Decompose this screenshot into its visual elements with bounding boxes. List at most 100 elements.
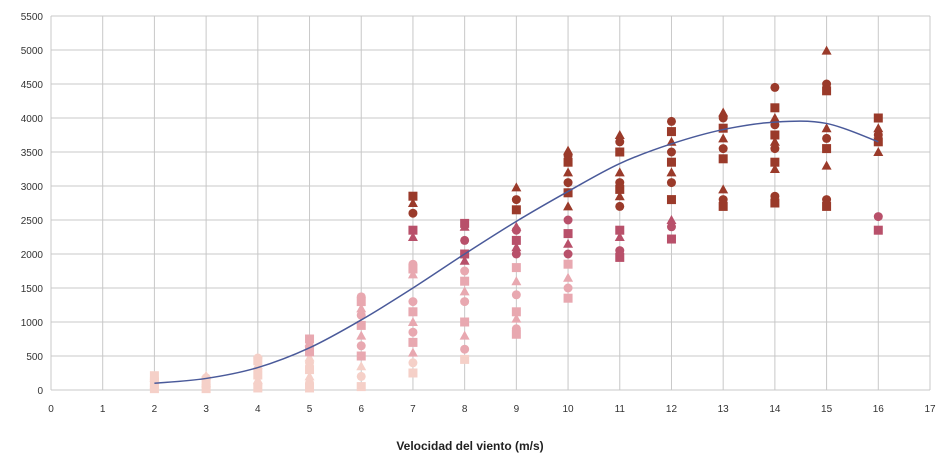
scatter-point [873, 113, 883, 123]
x-tick-label: 3 [203, 404, 209, 415]
scatter-point [511, 242, 522, 252]
y-tick-label: 1500 [21, 284, 44, 295]
y-tick-label: 0 [37, 386, 43, 397]
scatter-point [511, 290, 521, 300]
scatter-points [149, 45, 884, 394]
scatter-point [356, 297, 366, 307]
x-tick-label: 5 [307, 404, 313, 415]
scatter-point [770, 144, 780, 154]
scatter-point [460, 297, 470, 307]
scatter-point [822, 133, 832, 143]
scatter-point [408, 358, 418, 368]
scatter-point [304, 371, 315, 381]
scatter-point [149, 371, 159, 381]
scatter-point [460, 344, 470, 354]
scatter-point [408, 307, 418, 317]
scatter-point [511, 329, 521, 339]
scatter-point [821, 45, 832, 55]
x-axis-title: Velocidad del viento (m/s) [396, 439, 543, 453]
scatter-point [614, 191, 625, 201]
scatter-point [356, 330, 367, 340]
scatter-point [408, 264, 418, 274]
scatter-point [718, 133, 729, 143]
scatter-point [563, 238, 574, 248]
x-tick-label: 1 [100, 404, 106, 415]
scatter-point [822, 201, 832, 211]
scatter-point [821, 123, 832, 133]
scatter-point [563, 157, 573, 167]
y-axis-ticks: 0 500 1000 1500 2000 2500 3000 3500 4000 4500 5000… [21, 12, 44, 397]
scatter-point [407, 347, 418, 357]
x-tick-label: 8 [462, 404, 468, 415]
x-tick-label: 16 [873, 404, 885, 415]
scatter-point [614, 232, 625, 241]
scatter-point [460, 317, 470, 327]
scatter-point [511, 221, 522, 231]
x-tick-label: 14 [769, 404, 781, 415]
scatter-point [511, 182, 522, 192]
scatter-point [666, 215, 677, 224]
scatter-point [822, 195, 832, 205]
scatter-point [407, 198, 418, 207]
y-tick-label: 3500 [21, 148, 44, 159]
scatter-point [408, 368, 418, 378]
scatter-point [253, 370, 263, 380]
y-tick-label: 3000 [21, 182, 44, 193]
scatter-point [511, 324, 521, 334]
scatter-point [770, 82, 780, 92]
scatter-point [615, 178, 625, 188]
scatter-point [666, 222, 676, 232]
y-tick-label: 5000 [21, 46, 44, 57]
scatter-point [563, 229, 573, 239]
scatter-point [563, 188, 573, 198]
scatter-point [615, 137, 625, 147]
scatter-point [666, 234, 676, 244]
scatter-point [511, 235, 521, 245]
x-tick-label: 7 [410, 404, 416, 415]
scatter-point [408, 259, 418, 269]
scatter-point [770, 157, 780, 167]
scatter-point [511, 249, 521, 259]
scatter-point [615, 225, 625, 235]
scatter-point [408, 327, 418, 337]
scatter-point [770, 130, 780, 140]
scatter-point [615, 147, 625, 157]
scatter-point [356, 292, 366, 302]
scatter-point [769, 164, 780, 173]
y-tick-label: 2000 [21, 250, 44, 261]
x-axis-ticks: 0 1 2 3 4 5 6 7 8 9 10 11 12 13 14 15 16 17 [48, 404, 936, 415]
y-tick-label: 5500 [21, 12, 44, 23]
scatter-point [511, 263, 521, 273]
scatter-point [304, 352, 315, 362]
y-tick-label: 4500 [21, 80, 44, 91]
x-tick-label: 17 [924, 404, 936, 415]
scatter-point [873, 225, 883, 235]
y-tick-label: 4000 [21, 114, 44, 125]
scatter-point [305, 378, 315, 388]
scatter-point [408, 297, 418, 307]
scatter-point [408, 208, 418, 218]
scatter-point [822, 144, 832, 154]
scatter-point [666, 116, 676, 126]
scatter-point [615, 201, 625, 211]
scatter-point [822, 79, 832, 89]
scatter-point [821, 160, 832, 170]
scatter-point [769, 113, 780, 122]
scatter-point [356, 320, 366, 330]
scatter-point [305, 365, 315, 375]
scatter-point [615, 184, 625, 194]
scatter-point [407, 269, 418, 279]
scatter-point [407, 317, 418, 326]
scatter-point [718, 195, 728, 205]
scatter-point [356, 351, 366, 361]
scatter-point [563, 293, 573, 303]
x-tick-label: 13 [718, 404, 730, 415]
x-tick-label: 9 [514, 404, 520, 415]
scatter-point [563, 283, 573, 293]
scatter-point [770, 191, 780, 201]
scatter-point [770, 198, 780, 208]
scatter-point [614, 130, 625, 139]
scatter-point [822, 86, 832, 96]
x-tick-label: 6 [358, 404, 364, 415]
scatter-point [408, 337, 418, 347]
